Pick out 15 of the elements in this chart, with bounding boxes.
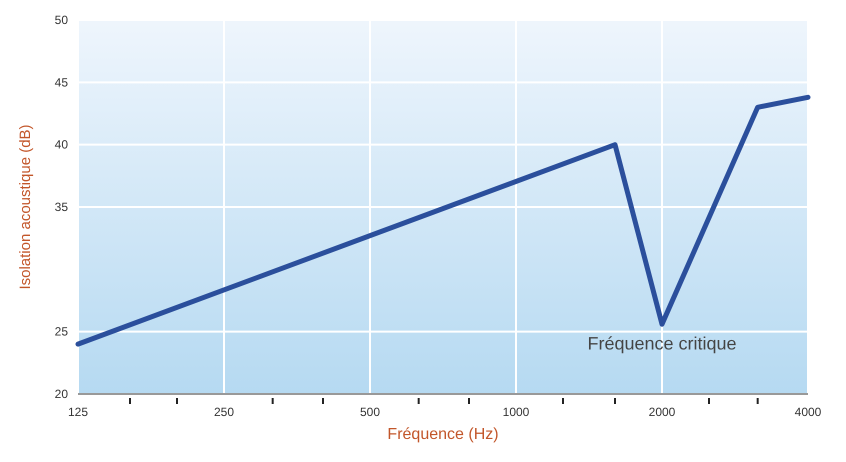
x-axis-title: Fréquence (Hz) xyxy=(387,426,499,443)
y-tick-label: 35 xyxy=(54,200,68,214)
y-tick-label: 25 xyxy=(54,324,68,339)
x-tick-label: 125 xyxy=(68,405,88,419)
x-tick-label: 1000 xyxy=(502,405,530,419)
y-tick-label: 50 xyxy=(54,13,68,27)
y-axis-title: Isolation acoustique (dB) xyxy=(17,124,34,290)
y-tick-label: 40 xyxy=(54,138,68,152)
annotation: Fréquence critique xyxy=(587,334,737,354)
x-tick-label: 250 xyxy=(214,405,234,419)
x-tick-label: 4000 xyxy=(794,405,822,419)
y-tick-label: 45 xyxy=(54,75,68,90)
x-tick-label: 2000 xyxy=(648,405,676,419)
x-tick-label: 500 xyxy=(360,405,380,419)
y-tick-label: 20 xyxy=(54,387,68,401)
